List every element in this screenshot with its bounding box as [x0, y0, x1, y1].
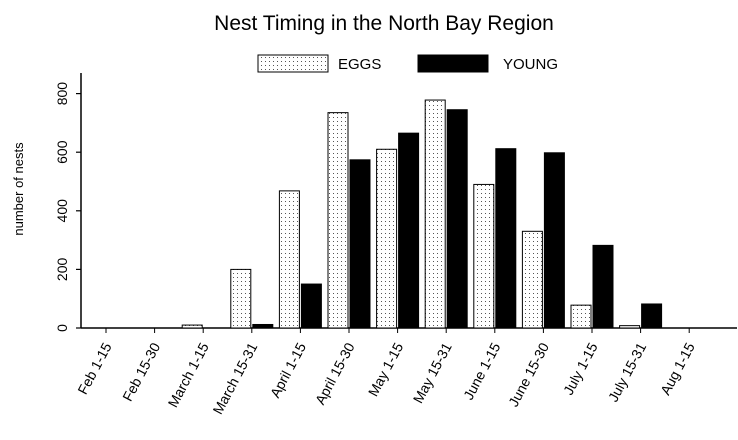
- y-tick-label: 400: [54, 199, 70, 223]
- young-bar: [641, 303, 663, 329]
- eggs-bar: [376, 148, 398, 329]
- x-tick-label: March 1-15: [164, 340, 211, 410]
- legend-swatch-eggs: [257, 54, 329, 73]
- y-tick-labels: 0 200 400 600 800: [54, 82, 70, 332]
- x-tick-label: May 15-31: [410, 340, 455, 406]
- eggs-bar: [473, 183, 495, 329]
- young-bar: [495, 148, 517, 329]
- eggs-bar: [181, 324, 203, 329]
- x-tick-label: May 1-15: [365, 340, 407, 399]
- young-bar: [252, 323, 274, 329]
- eggs-bar: [327, 112, 349, 329]
- y-tick-label: 0: [54, 324, 70, 332]
- bars: [181, 99, 663, 329]
- x-tick-label: Feb 15-30: [119, 340, 163, 404]
- x-tick-label: April 1-15: [267, 340, 309, 401]
- x-tick-label: June 15-30: [505, 340, 552, 410]
- legend-label-young: YOUNG: [503, 56, 558, 73]
- x-tick-label: March 15-31: [209, 340, 260, 417]
- y-tick-label: 200: [54, 258, 70, 282]
- y-tick-label: 600: [54, 140, 70, 164]
- x-tick-label: Feb 1-15: [74, 340, 115, 397]
- young-bar: [398, 132, 420, 329]
- x-tick-label: Aug 1-15: [657, 340, 698, 398]
- eggs-bar: [521, 230, 543, 329]
- young-bar: [543, 152, 565, 329]
- x-tick-label: July 1-15: [560, 340, 601, 398]
- young-bar: [592, 244, 614, 329]
- young-bar: [300, 283, 322, 329]
- legend-swatch-young: [417, 54, 489, 73]
- x-tick-label: June 1-15: [460, 340, 503, 403]
- eggs-bar: [278, 190, 300, 329]
- eggs-bar: [424, 99, 446, 329]
- eggs-bar: [619, 325, 641, 329]
- young-bar: [349, 159, 371, 329]
- chart-title: Nest Timing in the North Bay Region: [214, 12, 554, 35]
- legend-label-eggs: EGGS: [338, 56, 381, 73]
- y-tick-label: 800: [54, 82, 70, 106]
- eggs-bar: [230, 268, 252, 329]
- legend: EGGS YOUNG: [257, 54, 558, 73]
- x-tick-label: April 15-30: [312, 340, 358, 407]
- eggs-bar: [570, 304, 592, 329]
- young-bar: [446, 109, 468, 329]
- x-tick-label: July 15-31: [605, 340, 650, 405]
- y-axis-title: number of nests: [11, 142, 26, 236]
